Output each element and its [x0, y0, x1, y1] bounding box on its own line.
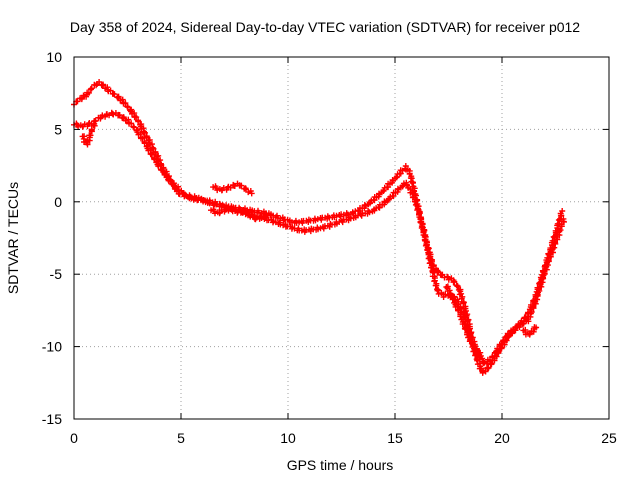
data-track — [210, 180, 255, 197]
data-point-markers — [79, 118, 98, 148]
y-tick-label: 10 — [46, 49, 62, 65]
y-tick-label: 0 — [54, 194, 62, 210]
x-tick-label: 0 — [70, 430, 78, 446]
data-point-markers — [443, 283, 484, 359]
chart-title: Day 358 of 2024, Sidereal Day-to-day VTE… — [70, 19, 580, 35]
y-tick-label: 5 — [54, 121, 62, 137]
data-point-markers — [520, 324, 540, 338]
data-track — [443, 283, 484, 359]
x-tick-label: 10 — [280, 430, 296, 446]
x-tick-label: 5 — [177, 430, 185, 446]
data-points — [71, 79, 567, 376]
x-axis-label: GPS time / hours — [287, 457, 394, 473]
data-track — [208, 205, 271, 223]
x-tick-label: 15 — [387, 430, 403, 446]
data-track — [79, 118, 98, 148]
y-tick-label: -15 — [42, 411, 62, 427]
y-tick-label: -5 — [50, 266, 63, 282]
axis-ticks — [73, 56, 610, 420]
x-tick-label: 25 — [601, 430, 617, 446]
data-point-markers — [208, 205, 271, 223]
x-tick-label: 20 — [494, 430, 510, 446]
data-point-markers — [210, 180, 255, 197]
y-tick-label: -10 — [42, 339, 62, 355]
plot-frame — [73, 56, 610, 420]
y-axis-label: SDTVAR / TECUs — [5, 182, 21, 294]
data-track — [520, 324, 540, 338]
grid-lines — [74, 57, 609, 419]
